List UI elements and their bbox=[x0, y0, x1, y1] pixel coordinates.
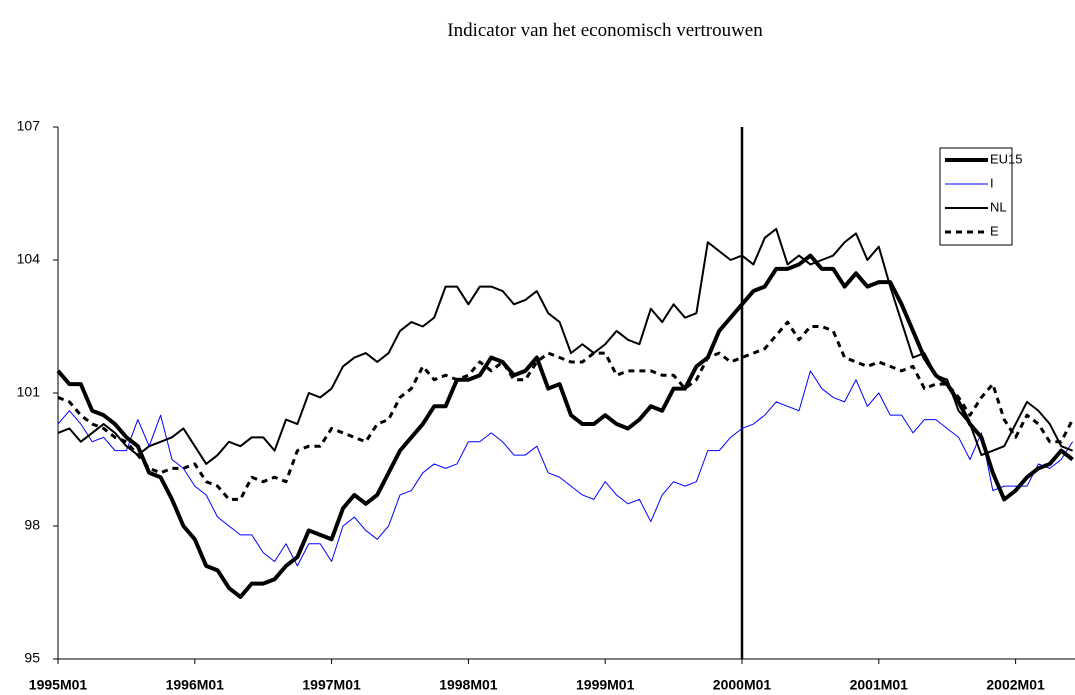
chart-title: Indicator van het economisch vertrouwen bbox=[447, 20, 763, 41]
x-tick-label: 2002M01 bbox=[986, 677, 1045, 693]
x-tick-label: 2000M01 bbox=[713, 677, 772, 693]
x-tick-label: 1996M01 bbox=[166, 677, 225, 693]
legend-label: EU15 bbox=[990, 151, 1023, 166]
series-line bbox=[56, 253, 1074, 599]
x-tick-label: 1995M01 bbox=[29, 677, 88, 693]
series-line bbox=[57, 370, 1074, 567]
y-tick-label: 107 bbox=[17, 118, 41, 134]
x-tick-label: 1999M01 bbox=[576, 677, 635, 693]
legend-label: NL bbox=[990, 199, 1007, 214]
x-tick-label: 1997M01 bbox=[302, 677, 361, 693]
y-tick-label: 95 bbox=[24, 650, 40, 666]
y-tick-label: 98 bbox=[24, 517, 40, 533]
series-line bbox=[57, 320, 1074, 501]
legend-label: E bbox=[990, 223, 999, 238]
y-tick-label: 101 bbox=[17, 384, 41, 400]
legend-label: I bbox=[990, 175, 994, 190]
x-tick-label: 1998M01 bbox=[439, 677, 498, 693]
y-tick-label: 104 bbox=[17, 251, 41, 267]
series-line bbox=[57, 227, 1073, 465]
legend-box bbox=[939, 147, 1013, 246]
x-tick-label: 2001M01 bbox=[850, 677, 909, 693]
